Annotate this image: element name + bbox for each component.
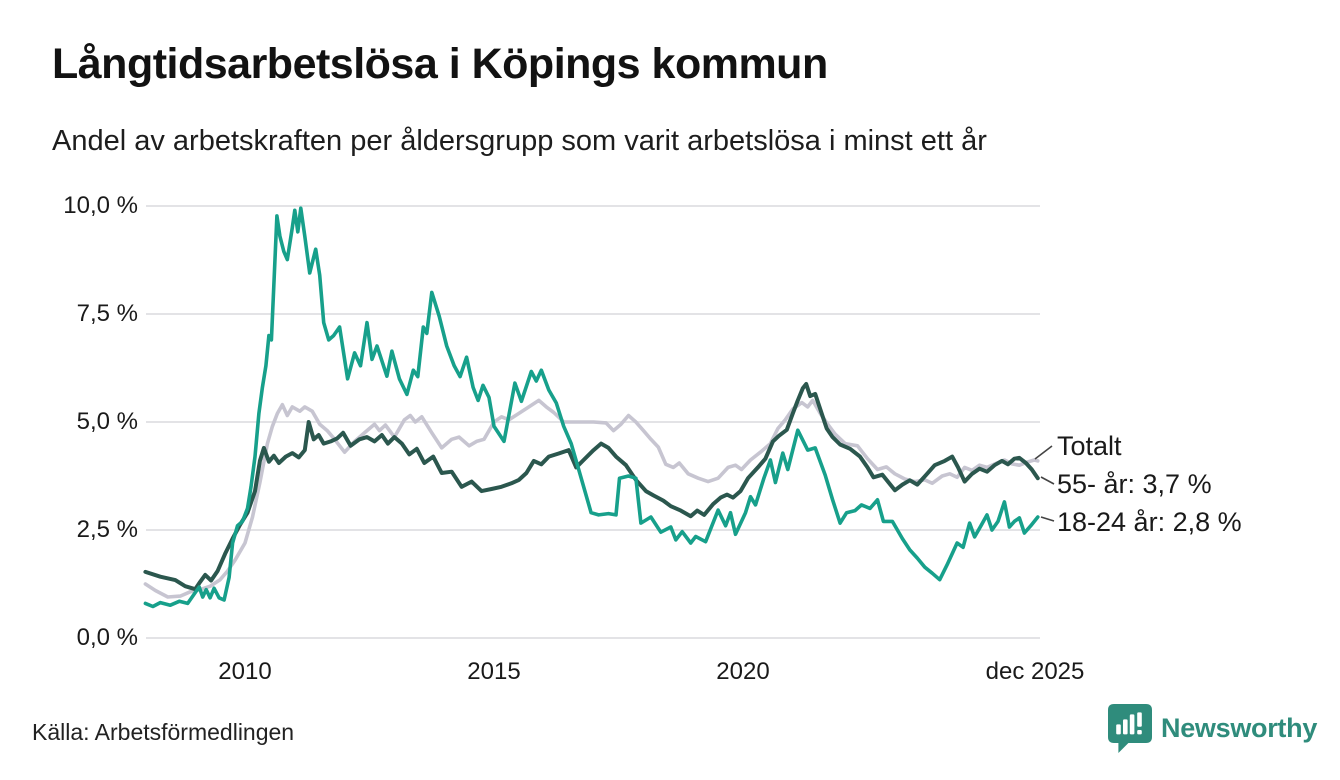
y-tick-10: 10,0 % bbox=[63, 192, 138, 219]
y-tick-7-5: 7,5 % bbox=[76, 300, 138, 327]
source-text: Källa: Arbetsförmedlingen bbox=[32, 719, 295, 745]
series-line-totalt bbox=[143, 398, 1040, 599]
newsworthy-logo[interactable]: Newsworthy bbox=[1108, 704, 1317, 753]
y-tick-0: 0,0 % bbox=[76, 624, 138, 651]
x-tick-2020: 2020 bbox=[716, 658, 770, 685]
x-tick-2015: 2015 bbox=[467, 658, 521, 685]
x-tick-dec-2025: dec 2025 bbox=[985, 658, 1085, 685]
newsworthy-logo-icon bbox=[1108, 704, 1152, 753]
series-label-18-24-ar: 18-24 år: 2,8 % bbox=[1057, 507, 1242, 537]
series-line-55-r bbox=[143, 382, 1040, 592]
leader-line bbox=[1034, 445, 1053, 460]
x-tick-2010: 2010 bbox=[218, 658, 272, 685]
leader-line bbox=[1040, 516, 1055, 522]
page-subtitle: Andel av arbetskraften per åldersgrupp s… bbox=[52, 125, 987, 157]
leader-line bbox=[1040, 476, 1055, 485]
series-label-55-ar: 55- år: 3,7 % bbox=[1057, 469, 1212, 499]
y-tick-5: 5,0 % bbox=[76, 408, 138, 435]
series-label-totalt: Totalt bbox=[1057, 431, 1122, 461]
newsworthy-logo-text: Newsworthy bbox=[1161, 713, 1318, 743]
y-tick-2-5: 2,5 % bbox=[76, 516, 138, 543]
series-line-18-24-r bbox=[143, 206, 1040, 609]
page-title: Långtidsarbetslösa i Köpings kommun bbox=[52, 40, 828, 88]
